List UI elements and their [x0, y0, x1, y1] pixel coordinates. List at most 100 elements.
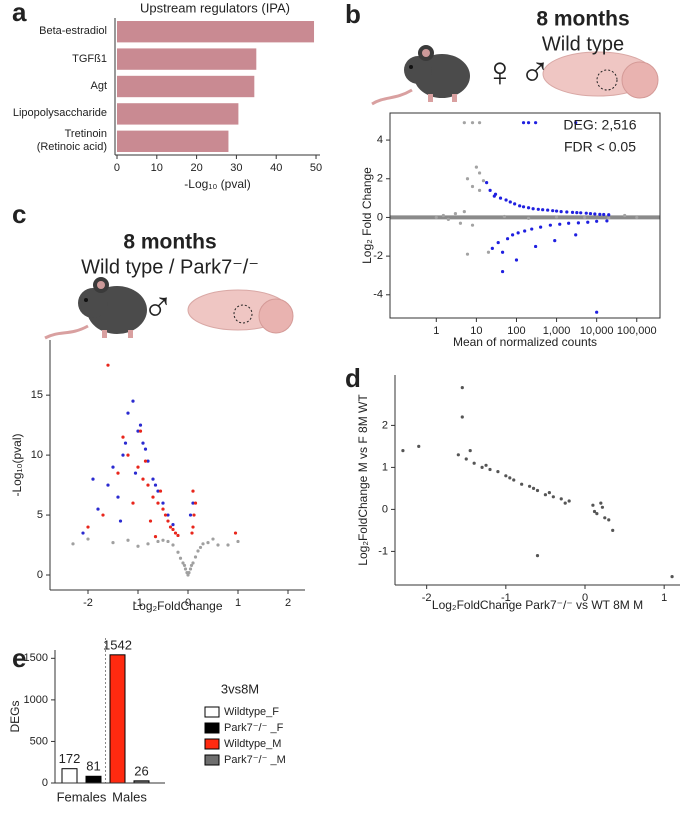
point	[602, 212, 606, 217]
x-tick-label: -2	[422, 592, 432, 604]
point	[190, 531, 194, 535]
point	[592, 509, 597, 514]
point	[535, 488, 540, 493]
point	[151, 495, 155, 499]
x-tick-label: 2	[285, 597, 291, 609]
y-axis-label: DEGs	[8, 700, 22, 732]
point	[166, 513, 170, 517]
point	[143, 447, 148, 451]
point	[474, 165, 478, 169]
point	[541, 208, 545, 212]
point	[576, 221, 580, 225]
chart-title: 8 months	[123, 231, 216, 254]
point	[477, 171, 482, 175]
point	[462, 210, 466, 214]
point	[183, 567, 188, 571]
point	[492, 194, 496, 198]
point	[488, 188, 492, 192]
point	[523, 229, 527, 233]
sex-symbol: ♂	[142, 283, 174, 330]
x-tick-label: 10	[151, 162, 163, 174]
point	[623, 213, 627, 218]
point	[554, 215, 559, 219]
category-label: Lipopolysaccharide	[12, 107, 107, 120]
point	[171, 527, 175, 532]
point	[161, 507, 165, 511]
point	[470, 223, 475, 227]
point	[453, 211, 458, 216]
y-tick-label: -1	[378, 545, 388, 557]
point	[138, 423, 143, 427]
point	[595, 310, 599, 314]
point	[518, 204, 522, 208]
point	[196, 549, 200, 553]
point	[588, 211, 593, 216]
point	[192, 513, 196, 517]
point	[530, 227, 534, 231]
point	[446, 217, 450, 221]
x-axis-label: Log₂FoldChange	[132, 599, 222, 613]
point	[91, 477, 95, 481]
category-label: Tretinoin (Retinoic acid)	[36, 128, 107, 154]
point	[121, 435, 125, 439]
point	[481, 179, 486, 183]
point	[181, 561, 185, 565]
point	[535, 554, 540, 558]
point	[607, 216, 611, 220]
point	[477, 121, 482, 125]
point	[153, 483, 158, 487]
x-tick-label: -1	[133, 597, 143, 609]
point	[486, 250, 491, 254]
legend-label: Wildtype_M	[224, 738, 281, 750]
sex-symbol: ♂	[519, 48, 551, 95]
point	[462, 121, 466, 125]
point	[101, 513, 105, 517]
category-label: Beta-estradiol	[39, 25, 107, 38]
point	[496, 240, 500, 245]
bar	[116, 130, 229, 152]
point	[598, 212, 602, 216]
point	[146, 459, 150, 463]
point	[465, 177, 470, 181]
point	[106, 483, 110, 487]
point	[188, 513, 193, 517]
x-axis-label: Log₂FoldChange Park7⁻/⁻ vs WT 8M M	[432, 598, 643, 612]
point	[526, 216, 531, 221]
point	[504, 474, 508, 478]
x-tick-label: 1,000	[543, 325, 571, 337]
point	[191, 501, 195, 505]
point	[86, 525, 90, 529]
point	[156, 539, 160, 544]
point	[574, 233, 578, 237]
point	[156, 501, 160, 505]
legend-swatch	[204, 738, 220, 750]
y-tick-label: -2	[373, 250, 383, 262]
point	[465, 252, 470, 256]
point	[500, 250, 505, 254]
mouse-illustration-c	[44, 277, 147, 340]
brain-illustration-c	[187, 289, 294, 334]
point	[510, 233, 515, 237]
point	[171, 543, 175, 547]
x-tick-label: 100,000	[617, 325, 657, 337]
y-tick-label: 1	[382, 461, 388, 473]
point	[86, 537, 90, 541]
point	[166, 519, 170, 523]
chart-title: 8 months	[536, 8, 629, 31]
category-label: TGFß1	[72, 52, 107, 65]
y-tick-label: 2	[382, 419, 388, 431]
point	[551, 209, 555, 213]
point	[464, 457, 468, 461]
y-tick-label: 5	[37, 509, 43, 521]
point	[502, 214, 507, 219]
y-tick-label: 0	[382, 503, 388, 515]
point	[480, 465, 484, 469]
x-tick-label: 50	[310, 162, 322, 174]
point	[441, 213, 445, 218]
point	[505, 237, 510, 241]
point	[531, 486, 536, 490]
point	[508, 476, 512, 480]
point	[559, 210, 563, 214]
x-axis-label: -Log₁₀ (pval)	[184, 177, 250, 191]
